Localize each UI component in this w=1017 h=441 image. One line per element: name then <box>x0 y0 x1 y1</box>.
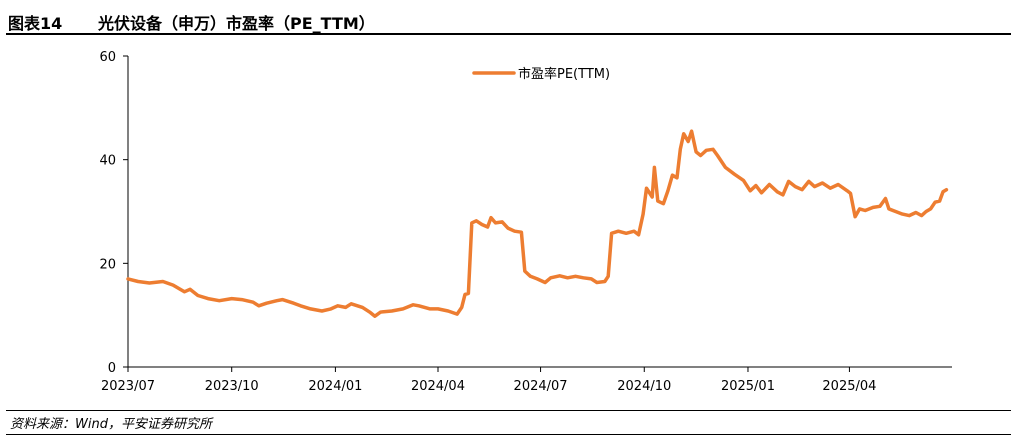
end-rule <box>6 434 1011 435</box>
source-note: 资料来源：Wind，平安证券研究所 <box>10 417 212 432</box>
x-tick-label: 2023/07 <box>101 379 155 394</box>
x-tick-label: 2024/07 <box>514 379 568 394</box>
x-axis: 2023/07 2023/10 2024/01 2024/04 2024/07 2024/… <box>101 366 952 394</box>
figure-header: 图表14 光伏设备（申万）市盈率（PE_TTM） <box>6 4 1011 34</box>
series-layer <box>126 129 949 318</box>
legend-label: 市盈率PE(TTM) <box>518 66 610 82</box>
x-tick-label: 2024/01 <box>308 379 362 394</box>
legend: 市盈率PE(TTM) <box>472 66 610 82</box>
y-tick-label: 20 <box>99 257 116 272</box>
bottom-rule <box>6 410 1011 411</box>
x-tick-label: 2023/10 <box>205 379 259 394</box>
top-rule <box>6 33 1011 35</box>
figure-title: 光伏设备（申万）市盈率（PE_TTM） <box>98 14 375 33</box>
y-tick-label: 0 <box>108 361 116 376</box>
x-tick-label: 2025/01 <box>721 379 775 394</box>
y-axis: 0 20 40 60 <box>99 50 129 376</box>
x-tick-label: 2024/10 <box>617 379 671 394</box>
y-tick-label: 40 <box>99 154 116 169</box>
x-tick-label: 2025/04 <box>822 379 876 394</box>
x-tick-label: 2024/04 <box>411 379 465 394</box>
y-tick-label: 60 <box>99 50 116 65</box>
series-line-pe-ttm <box>126 129 949 318</box>
figure-number: 图表14 <box>8 14 63 33</box>
